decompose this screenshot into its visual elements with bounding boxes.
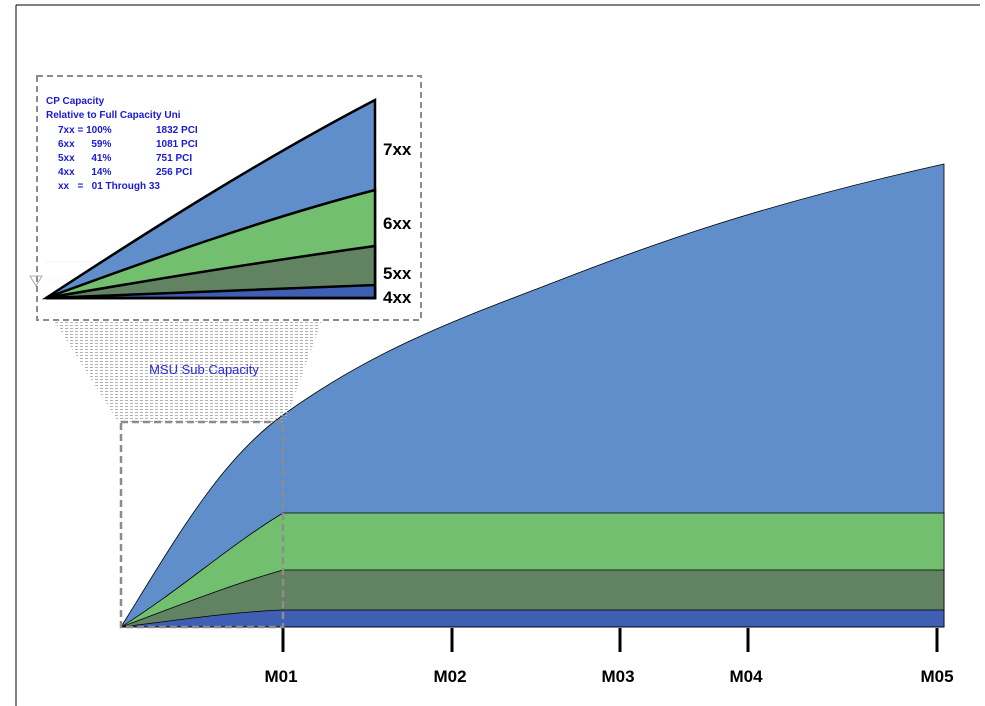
legend-row-7xx-pci: 1832 PCI xyxy=(156,125,198,136)
msu-highlight-box xyxy=(119,420,285,629)
zoom-label-4xx: 4xx xyxy=(383,288,412,307)
x-tick-label-m03: M03 xyxy=(601,667,634,686)
legend-row-7xx-model: 7xx = 100% xyxy=(58,125,112,136)
zoom-origin-marker xyxy=(29,275,43,287)
msu-funnel: MSU Sub Capacity xyxy=(40,298,330,629)
x-tick-label-m05: M05 xyxy=(920,667,953,686)
x-tick-label-m02: M02 xyxy=(433,667,466,686)
x-tick-label-m01: M01 xyxy=(264,667,297,686)
msu-funnel-shape xyxy=(40,298,330,422)
legend-row-4xx-model: 4xx 14% xyxy=(58,167,111,178)
zoom-label-5xx: 5xx xyxy=(383,264,412,283)
legend-row-5xx-model: 5xx 41% xyxy=(58,153,111,164)
capacity-legend: CP Capacity Relative to Full Capacity Un… xyxy=(46,96,198,192)
zoom-label-6xx: 6xx xyxy=(383,214,412,233)
x-axis: M01 M02 M03 M04 M05 xyxy=(264,628,954,686)
x-tick-label-m04: M04 xyxy=(729,667,763,686)
legend-subtitle: Relative to Full Capacity Uni xyxy=(46,110,181,121)
zoom-inset: 7xx 6xx 5xx 4xx CP Capacity Relative to … xyxy=(29,75,422,321)
legend-row-6xx-pci: 1081 PCI xyxy=(156,139,198,150)
legend-row-4xx-pci: 256 PCI xyxy=(156,167,192,178)
area-4xx xyxy=(120,609,945,628)
legend-row-5xx-pci: 751 PCI xyxy=(156,153,192,164)
zoom-label-7xx: 7xx xyxy=(383,140,412,159)
legend-row-6xx-model: 6xx 59% xyxy=(58,139,111,150)
legend-title: CP Capacity xyxy=(46,96,105,107)
area-7xx xyxy=(120,163,945,628)
msu-sub-capacity-label: MSU Sub Capacity xyxy=(149,362,259,377)
legend-range: xx = 01 Through 33 xyxy=(58,181,160,192)
zoom-area-5xx xyxy=(45,244,377,300)
zoom-area-4xx xyxy=(45,283,377,300)
